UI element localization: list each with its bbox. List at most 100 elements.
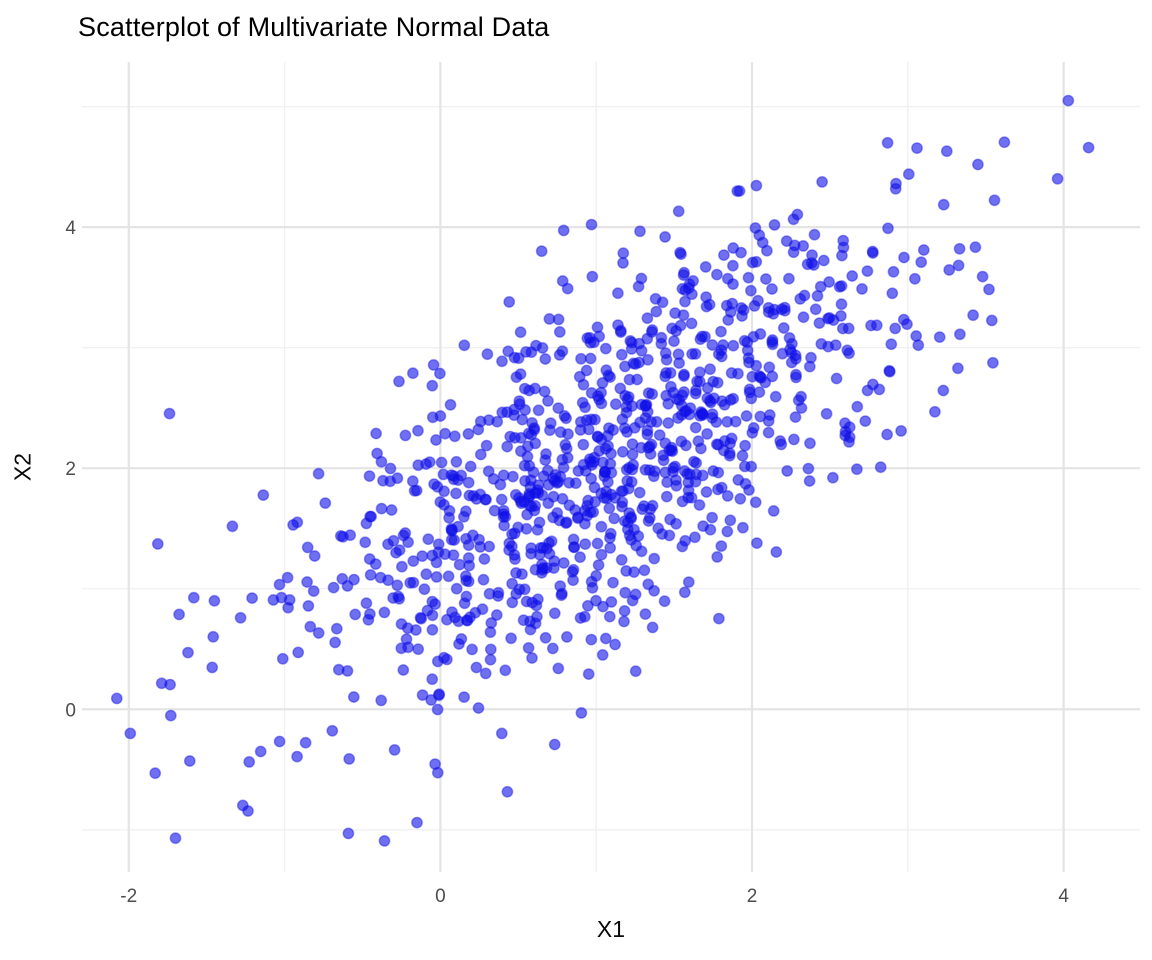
data-point xyxy=(621,474,634,487)
data-point xyxy=(599,342,612,355)
data-point xyxy=(861,265,874,277)
data-point xyxy=(721,489,734,502)
data-point xyxy=(556,453,569,466)
data-point xyxy=(427,358,440,371)
data-point xyxy=(460,614,473,627)
data-point xyxy=(686,348,698,360)
data-point xyxy=(655,331,668,344)
data-point xyxy=(411,816,423,829)
data-point xyxy=(712,483,724,496)
data-point xyxy=(448,534,461,546)
data-point xyxy=(579,517,591,530)
data-point xyxy=(472,423,485,436)
data-point xyxy=(865,319,877,332)
data-point xyxy=(430,434,442,446)
data-point xyxy=(690,384,702,397)
data-point xyxy=(304,620,317,633)
data-point xyxy=(573,370,586,383)
data-point xyxy=(556,492,569,505)
data-point xyxy=(481,348,494,361)
data-point xyxy=(415,612,428,625)
data-point xyxy=(529,499,542,512)
data-point xyxy=(603,502,616,515)
data-point xyxy=(890,177,902,190)
data-point xyxy=(446,524,458,536)
data-point xyxy=(943,263,956,276)
data-point xyxy=(599,442,612,455)
data-point xyxy=(693,375,706,388)
data-point xyxy=(859,415,872,427)
data-point xyxy=(387,534,400,547)
data-point xyxy=(783,272,795,285)
data-point xyxy=(669,460,681,473)
data-point xyxy=(462,476,475,489)
data-point xyxy=(713,612,725,625)
data-point xyxy=(287,519,299,531)
data-point xyxy=(622,391,635,403)
data-point xyxy=(484,643,497,656)
data-point xyxy=(829,339,842,351)
data-point xyxy=(617,247,630,260)
data-point xyxy=(889,322,902,335)
data-point xyxy=(851,400,864,413)
data-point xyxy=(790,371,802,384)
data-point xyxy=(883,365,896,378)
data-point xyxy=(639,608,652,620)
data-point xyxy=(397,529,410,542)
data-point xyxy=(750,179,763,192)
data-point xyxy=(426,379,439,392)
data-point xyxy=(791,208,804,221)
data-point xyxy=(827,471,839,484)
data-point xyxy=(539,631,552,644)
data-point xyxy=(501,440,514,453)
data-point xyxy=(432,546,445,559)
y-tick-label: 4 xyxy=(65,218,76,239)
data-point xyxy=(617,256,629,269)
data-point xyxy=(615,348,628,361)
data-point xyxy=(762,301,775,314)
data-point xyxy=(591,430,604,443)
data-point xyxy=(678,386,690,398)
data-point xyxy=(701,381,714,394)
data-point xyxy=(909,272,921,285)
data-point xyxy=(226,520,239,533)
data-point xyxy=(347,691,360,703)
data-point xyxy=(302,600,315,612)
data-point xyxy=(775,438,788,451)
data-point xyxy=(745,460,758,473)
data-point xyxy=(743,484,755,496)
data-point xyxy=(206,661,219,674)
data-point xyxy=(502,345,515,358)
data-point xyxy=(574,551,586,564)
data-point xyxy=(443,511,455,524)
data-point xyxy=(967,309,979,322)
data-point xyxy=(769,390,782,403)
data-point xyxy=(474,448,487,461)
data-point xyxy=(910,330,923,342)
data-point xyxy=(682,491,695,504)
y-tick-label: 0 xyxy=(65,700,76,721)
data-point xyxy=(495,493,508,506)
data-point xyxy=(577,458,590,471)
data-point xyxy=(575,352,587,365)
data-point xyxy=(602,369,615,382)
data-point xyxy=(662,397,675,410)
data-point xyxy=(690,457,703,469)
data-point xyxy=(387,592,399,604)
data-point xyxy=(584,352,597,365)
data-point xyxy=(464,460,477,473)
data-point xyxy=(766,283,778,295)
data-point xyxy=(788,433,800,446)
data-point xyxy=(856,282,868,295)
data-point xyxy=(762,415,775,427)
data-point xyxy=(633,486,646,499)
data-point xyxy=(1051,172,1064,185)
data-point xyxy=(699,260,712,273)
data-point xyxy=(987,356,999,369)
data-point xyxy=(426,673,439,686)
data-point xyxy=(700,486,713,498)
data-point xyxy=(706,511,718,524)
data-point xyxy=(525,428,538,441)
data-point xyxy=(581,332,594,345)
data-point xyxy=(539,353,552,365)
